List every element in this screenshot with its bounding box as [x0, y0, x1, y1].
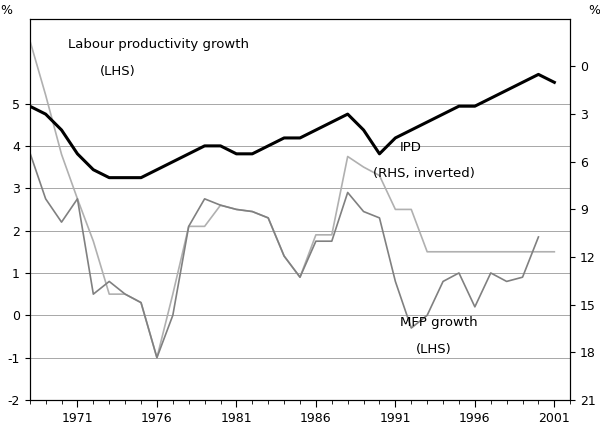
Text: %: % [588, 4, 600, 17]
Text: MFP growth: MFP growth [400, 316, 478, 329]
Text: (LHS): (LHS) [100, 64, 136, 78]
Text: (LHS): (LHS) [416, 343, 452, 356]
Text: %: % [0, 4, 12, 17]
Text: Labour productivity growth: Labour productivity growth [68, 38, 248, 51]
Text: IPD: IPD [400, 141, 422, 154]
Text: (RHS, inverted): (RHS, inverted) [373, 167, 475, 181]
